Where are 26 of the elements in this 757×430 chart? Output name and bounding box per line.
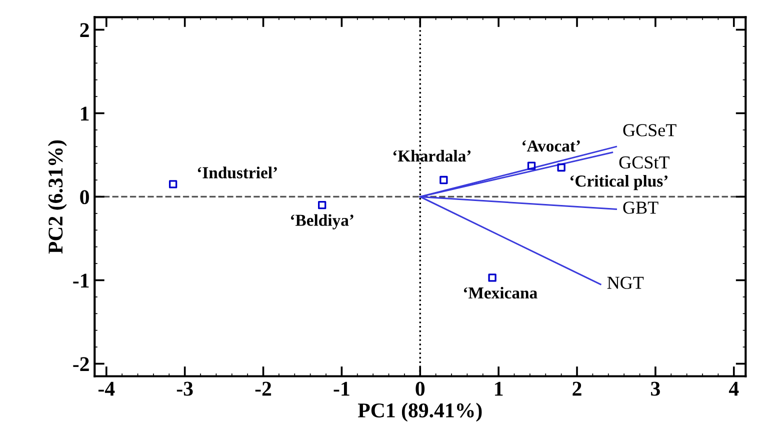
- annotation: ‘Avocat’: [522, 140, 580, 152]
- x-tick-label: 1: [495, 382, 503, 396]
- series-label: GCStT: [619, 156, 670, 169]
- y-axis-title: PC2 (6.31%): [48, 140, 67, 254]
- x-tick-label: 4: [728, 382, 739, 396]
- y-tick-label: 2: [80, 23, 89, 37]
- series-label: GCSeT: [623, 124, 676, 136]
- annotation: ‘Khardala’: [393, 150, 471, 162]
- y-tick-label: 1: [81, 106, 89, 120]
- x-tick-label: -4: [98, 382, 115, 396]
- x-tick-label: 3: [651, 382, 660, 396]
- x-tick-label: -2: [255, 382, 272, 396]
- annotation: ‘Critical plus’: [570, 174, 668, 190]
- annotation: ‘Mexicana: [464, 286, 538, 299]
- series-label: GBT: [623, 202, 658, 214]
- series-label: NGT: [607, 276, 644, 289]
- x-tick-label: -1: [334, 382, 350, 396]
- x-tick-label: 2: [572, 382, 582, 396]
- y-tick-label: 0: [80, 190, 89, 204]
- x-tick-label: 0: [416, 382, 425, 396]
- y-tick-label: -2: [73, 357, 89, 371]
- y-tick-label: -1: [73, 274, 89, 288]
- x-tick-label: -3: [176, 382, 193, 396]
- annotation: ‘Beldiya’: [290, 214, 354, 230]
- x-axis-title: PC1 (89.41%): [358, 402, 482, 422]
- annotation: ‘Industriel’: [198, 166, 277, 178]
